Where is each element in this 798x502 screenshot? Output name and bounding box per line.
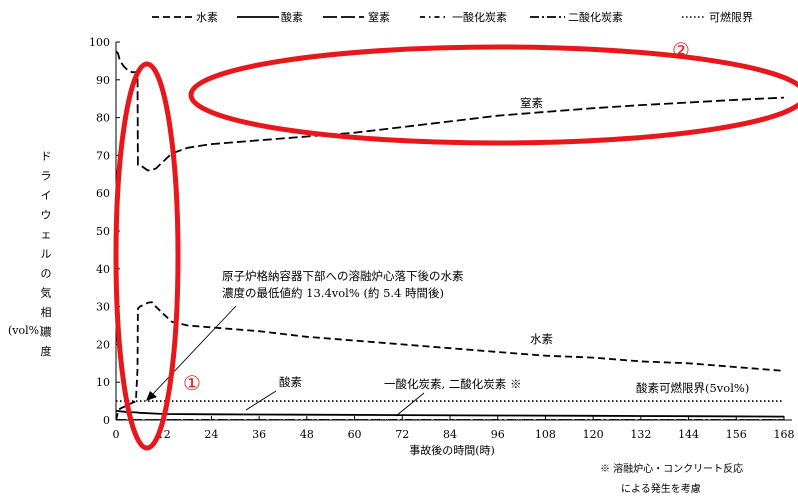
y-tick-label: 40 <box>96 263 110 276</box>
series-line-0 <box>116 301 785 420</box>
oxygen-leader-line <box>245 390 277 411</box>
y-axis-label-char: 相 <box>41 306 52 319</box>
y-tick-label: 30 <box>96 301 110 314</box>
x-tick-label: 132 <box>630 428 651 441</box>
y-axis-label-char: ラ <box>41 170 52 183</box>
y-tick-label: 80 <box>96 112 110 125</box>
y-axis-label-char: 気 <box>41 286 52 300</box>
oxygen-series-label: 酸素 <box>279 375 302 389</box>
legend-label-nitrogen: 窒素 <box>368 10 390 24</box>
x-tick-label: 156 <box>726 428 747 441</box>
y-axis-label-char: イ <box>41 189 52 202</box>
legend-label-hydrogen: 水素 <box>196 11 218 24</box>
x-tick-label: 36 <box>252 428 266 441</box>
legend: 水素 酸素 窒素 一酸化炭素 二酸化炭素 可燃限界 <box>152 10 753 24</box>
min-value-arrow-head <box>146 391 157 401</box>
y-tick-label: 90 <box>96 74 110 87</box>
co-co2-series-label: 一酸化炭素, 二酸化炭素 ※ <box>384 377 521 391</box>
x-tick-label: 108 <box>535 428 556 441</box>
highlight-marker-2: ② <box>672 38 690 62</box>
co-co2-leader-line <box>395 392 425 417</box>
highlight-ellipse-2 <box>188 44 798 146</box>
y-axis-unit: (vol%) <box>8 324 43 337</box>
highlight-marker-1: ① <box>183 371 201 395</box>
y-axis-label-char: の <box>41 267 52 280</box>
x-tick-label: 48 <box>300 428 314 441</box>
hydrogen-series-label: 水素 <box>530 332 553 346</box>
legend-label-co2: 二酸化炭素 <box>568 10 623 24</box>
series-lines <box>116 50 785 420</box>
y-tick-label: 60 <box>96 187 110 200</box>
y-axis-label-char: ェ <box>41 228 52 241</box>
x-tick-label: 0 <box>113 428 120 441</box>
y-tick-label: 100 <box>89 36 110 49</box>
y-axis-label-char: ル <box>41 248 52 261</box>
y-axis-label-char: ド <box>41 150 52 163</box>
highlight-ellipse-1 <box>113 61 181 451</box>
x-axis-label: 事故後の時間(時) <box>409 443 495 457</box>
min-value-note-line1: 原子炉格納容器下部への溶融炉心落下後の水素 <box>222 269 464 283</box>
min-value-note-line2: 濃度の最低値約 13.4vol% (約 5.4 時間後) <box>222 286 444 300</box>
x-tick-label: 168 <box>774 428 795 441</box>
x-ticks: 0 12 24 36 48 60 72 84 96 108 120 132 144 156 168 <box>113 416 795 441</box>
footnote-line1: ※ 溶融炉心・コンクリート反応 <box>600 462 743 475</box>
annotations: 窒素 水素 酸素 一酸化炭素, 二酸化炭素 ※ 酸素可燃限界(5vol%) 原子… <box>146 96 749 417</box>
legend-label-flammable-limit: 可燃限界 <box>709 10 753 24</box>
x-tick-label: 120 <box>583 428 604 441</box>
min-value-arrow-line <box>151 305 237 396</box>
legend-label-co: 一酸化炭素 <box>452 10 507 24</box>
y-axis-label-char: 濃 <box>41 325 52 339</box>
series-line-2 <box>116 50 785 172</box>
y-axis-label-char: ウ <box>41 209 52 222</box>
y-tick-label: 10 <box>96 376 110 389</box>
nitrogen-series-label: 窒素 <box>520 96 543 110</box>
y-axis-label: ドライウェルの気相濃度 <box>41 150 52 358</box>
highlights: ① ② <box>113 38 798 451</box>
x-tick-label: 96 <box>491 428 505 441</box>
y-axis-label-char: 度 <box>41 344 52 358</box>
y-tick-label: 50 <box>96 225 110 238</box>
x-tick-label: 72 <box>395 428 409 441</box>
x-tick-label: 60 <box>348 428 362 441</box>
x-tick-label: 84 <box>443 428 457 441</box>
flammable-limit-label: 酸素可燃限界(5vol%) <box>636 381 749 395</box>
y-tick-label: 70 <box>96 149 110 162</box>
x-tick-label: 144 <box>678 428 699 441</box>
legend-label-oxygen: 酸素 <box>281 10 303 24</box>
footnote-line2: による発生を考慮 <box>621 482 701 495</box>
series-line-1 <box>116 409 785 418</box>
x-tick-label: 24 <box>204 428 218 441</box>
y-tick-label: 0 <box>103 414 110 427</box>
y-tick-label: 20 <box>96 338 110 351</box>
